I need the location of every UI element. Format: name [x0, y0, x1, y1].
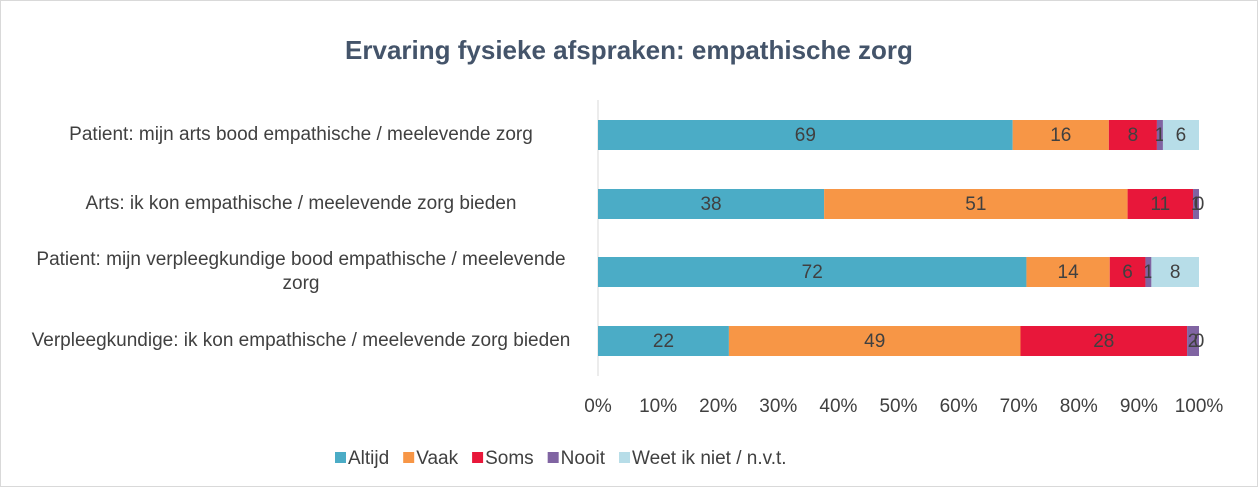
category-label: Patient: mijn arts bood empathische / me…	[69, 124, 533, 145]
chart-title: Ervaring fysieke afspraken: empathische …	[345, 35, 913, 65]
category-label: Arts: ik kon empathische / meelevende zo…	[85, 193, 517, 214]
bar-segment	[1109, 257, 1146, 287]
x-tick-label: 40%	[819, 396, 857, 417]
data-label: 14	[1058, 262, 1080, 283]
data-label: 38	[700, 194, 721, 215]
legend-swatch	[619, 452, 631, 463]
data-label: 49	[864, 331, 885, 352]
data-label: 28	[1093, 331, 1114, 352]
bar-segment	[1026, 257, 1110, 287]
data-label: 16	[1050, 125, 1071, 146]
bar-segment	[1156, 120, 1163, 150]
data-label: 69	[795, 125, 816, 146]
bar-segment	[598, 120, 1013, 150]
bar-segment	[1127, 189, 1194, 219]
data-label: 11	[1150, 194, 1170, 215]
legend-swatch	[472, 452, 484, 463]
x-tick-label: 70%	[1000, 396, 1038, 417]
bar-segment	[1012, 120, 1109, 150]
bar-segment	[824, 189, 1128, 219]
bar-segment	[1162, 120, 1199, 150]
x-tick-label: 0%	[584, 396, 612, 417]
legend-swatch	[403, 452, 415, 463]
data-label: 51	[965, 194, 986, 215]
legend-swatch	[335, 452, 346, 463]
bar-segment	[1108, 120, 1157, 150]
legend-swatch	[547, 452, 559, 463]
data-label: 6	[1122, 262, 1133, 283]
data-label: 1	[1191, 194, 1202, 215]
bar-segment	[728, 326, 1021, 356]
x-tick-label: 20%	[699, 396, 737, 417]
x-tick-label: 100%	[1175, 396, 1224, 417]
bar-segment	[1145, 257, 1152, 287]
legend-label: Weet ik niet / n.v.t.	[632, 448, 787, 469]
bar-segment	[1151, 257, 1199, 287]
data-label: 8	[1170, 262, 1181, 283]
data-label: 2	[1188, 331, 1199, 352]
legend-label: Nooit	[561, 448, 606, 469]
data-label: 1	[1143, 262, 1154, 283]
x-tick-label: 80%	[1060, 396, 1098, 417]
bar-segment	[598, 189, 825, 219]
bar-segment	[1193, 189, 1199, 219]
legend-label: Altijd	[348, 448, 389, 469]
bar-segment	[598, 257, 1027, 287]
data-label: 0	[1194, 331, 1205, 352]
legend-label: Vaak	[416, 448, 458, 469]
legend-label: Soms	[485, 448, 534, 469]
data-label: 22	[653, 331, 674, 352]
bar-segment	[1187, 326, 1199, 356]
data-label: 72	[802, 262, 823, 283]
data-label: 1	[1155, 125, 1166, 146]
bar-segment	[598, 326, 729, 356]
x-tick-label: 50%	[879, 396, 917, 417]
category-label: Verpleegkundige: ik kon empathische / me…	[31, 330, 571, 351]
category-label: Patient: mijn verpleegkundige bood empat…	[36, 249, 566, 294]
x-tick-label: 90%	[1120, 396, 1158, 417]
data-label: 0	[1194, 194, 1205, 215]
x-tick-label: 60%	[940, 396, 978, 417]
bar-segment	[1020, 326, 1188, 356]
data-label: 6	[1176, 125, 1187, 146]
x-tick-label: 10%	[639, 396, 677, 417]
data-label: 8	[1128, 125, 1139, 146]
x-tick-label: 30%	[759, 396, 797, 417]
